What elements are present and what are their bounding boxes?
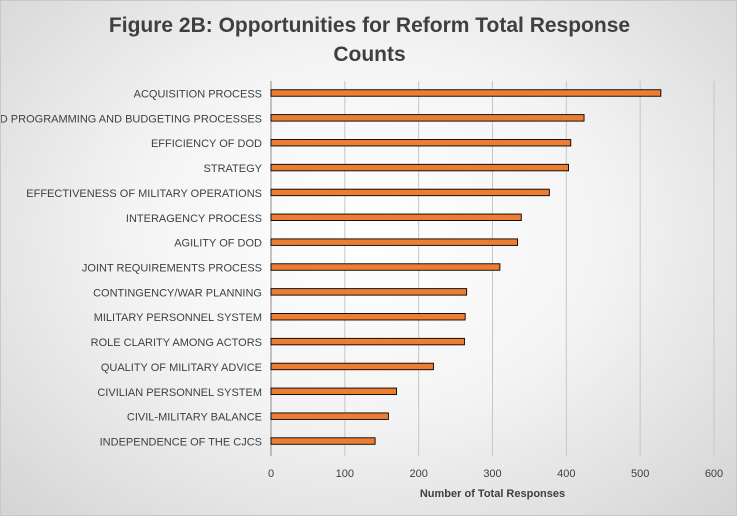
x-tick-label: 600 bbox=[705, 468, 723, 480]
bar bbox=[270, 163, 569, 172]
category-label: QUALITY OF MILITARY ADVICE bbox=[101, 362, 262, 374]
category-labels: ACQUISITION PROCESS DOD PROGRAMMING AND B… bbox=[1, 89, 263, 449]
chart-title-line-1: Figure 2B: Opportunities for Reform Tota… bbox=[108, 14, 631, 37]
bar bbox=[270, 139, 572, 147]
bar bbox=[270, 362, 434, 371]
x-tick-labels: 0 100 200 300 400 500 600 bbox=[268, 468, 723, 480]
category-label: CIVIL-MILITARY BALANCE bbox=[127, 412, 262, 424]
bar bbox=[270, 188, 550, 197]
category-label: JOINT REQUIREMENTS PROCESS bbox=[82, 263, 262, 275]
category-label: STRATEGY bbox=[204, 163, 263, 175]
category-label: ACQUISITION PROCESS bbox=[134, 89, 262, 101]
x-tick-label: 100 bbox=[336, 468, 354, 480]
category-label: EFFECTIVENESS OF MILITARY OPERATIONS bbox=[26, 188, 262, 200]
bar bbox=[270, 263, 501, 271]
category-label: MILITARY PERSONNEL SYSTEM bbox=[94, 312, 262, 324]
bar bbox=[270, 89, 662, 97]
bar bbox=[270, 387, 397, 396]
bar bbox=[270, 114, 585, 122]
category-label: INDEPENDENCE OF THE CJCS bbox=[100, 437, 262, 449]
bar bbox=[270, 213, 522, 222]
category-label: DOD PROGRAMMING AND BUDGETING PROCESSES bbox=[1, 113, 262, 125]
x-tick-label: 500 bbox=[631, 468, 649, 480]
bars bbox=[270, 89, 662, 445]
x-tick-label: 200 bbox=[409, 468, 427, 480]
category-label: ROLE CLARITY AMONG ACTORS bbox=[91, 337, 262, 349]
x-tick-label: 400 bbox=[557, 468, 575, 480]
bar bbox=[270, 337, 465, 346]
x-tick-label: 0 bbox=[268, 468, 274, 480]
bar bbox=[270, 437, 376, 445]
bar bbox=[270, 238, 519, 246]
bar bbox=[270, 288, 468, 296]
category-label: CIVILIAN PERSONNEL SYSTEM bbox=[97, 387, 262, 399]
x-tick-label: 300 bbox=[483, 468, 501, 480]
category-label: INTERAGENCY PROCESS bbox=[126, 213, 262, 225]
category-label: AGILITY OF DOD bbox=[174, 238, 262, 250]
bar bbox=[270, 313, 466, 321]
x-axis-title: Number of Total Responses bbox=[420, 488, 565, 500]
category-label: EFFICIENCY OF DOD bbox=[151, 138, 262, 150]
bar bbox=[270, 412, 389, 420]
category-label: CONTINGENCY/WAR PLANNING bbox=[93, 287, 262, 299]
chart-title: Figure 2B: Opportunities for Reform Tota… bbox=[1, 11, 737, 69]
chart-title-line-2: Counts bbox=[333, 43, 406, 66]
